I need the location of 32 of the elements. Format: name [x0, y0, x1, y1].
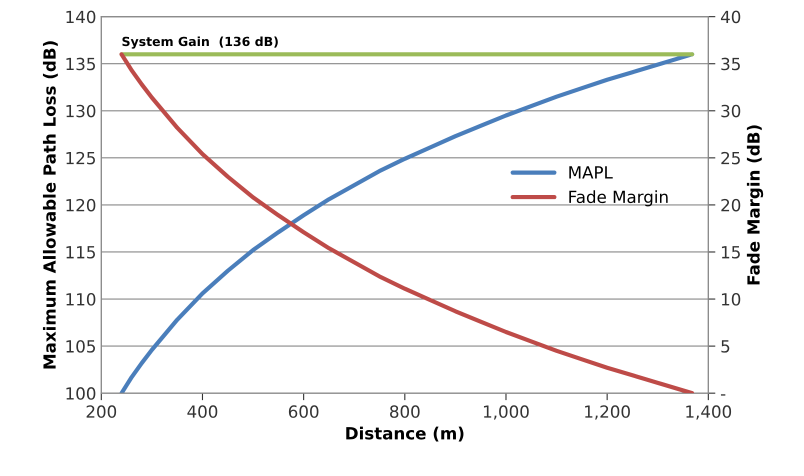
y-tick-label: 115: [66, 246, 95, 259]
x-tick-label: 1,200: [585, 405, 630, 420]
y2-tick-label: 20: [721, 198, 740, 212]
x-tick-label: 1,000: [484, 405, 529, 420]
legend-label: Fade Margin: [569, 190, 668, 206]
y2-tick-label: 30: [721, 104, 740, 118]
line-series: [119, 52, 694, 394]
y-tick-label: 140: [66, 10, 96, 24]
y2-tick-label: 5: [721, 340, 730, 353]
y-tick-label: 135: [66, 58, 95, 70]
y2-tick-label: 25: [721, 152, 740, 164]
y2-tick-label: 15: [722, 246, 740, 259]
x-tick-label: 400: [187, 405, 218, 418]
y-tick-label: 100: [66, 387, 96, 400]
y-tick-label: 120: [66, 198, 96, 212]
y2-tick-label: 40: [720, 10, 740, 24]
y-tick-label: 125: [66, 152, 95, 164]
legend-label: MAPL: [569, 166, 613, 178]
x-tick-label: 1,400: [686, 405, 732, 420]
y2-tick-label: -: [720, 394, 726, 396]
y-tick-label: 105: [66, 340, 95, 353]
y2-tick-label: 10: [722, 293, 740, 306]
x-axis-title: Distance (m): [346, 426, 464, 442]
y-tick-label: 110: [66, 293, 96, 306]
y-tick-label: 130: [66, 104, 96, 118]
y2-tick-label: 35: [721, 58, 740, 70]
x-tick-label: 600: [288, 405, 318, 418]
annotation: System Gain (136 dB): [122, 36, 278, 49]
x-tick-label: 200: [86, 405, 116, 418]
y-axis-title: Maximum Allowable Path Loss (dB): [42, 41, 58, 368]
x-tick-label: 800: [390, 405, 420, 418]
y2-axis-title: Fade Margin (dB): [746, 125, 764, 284]
